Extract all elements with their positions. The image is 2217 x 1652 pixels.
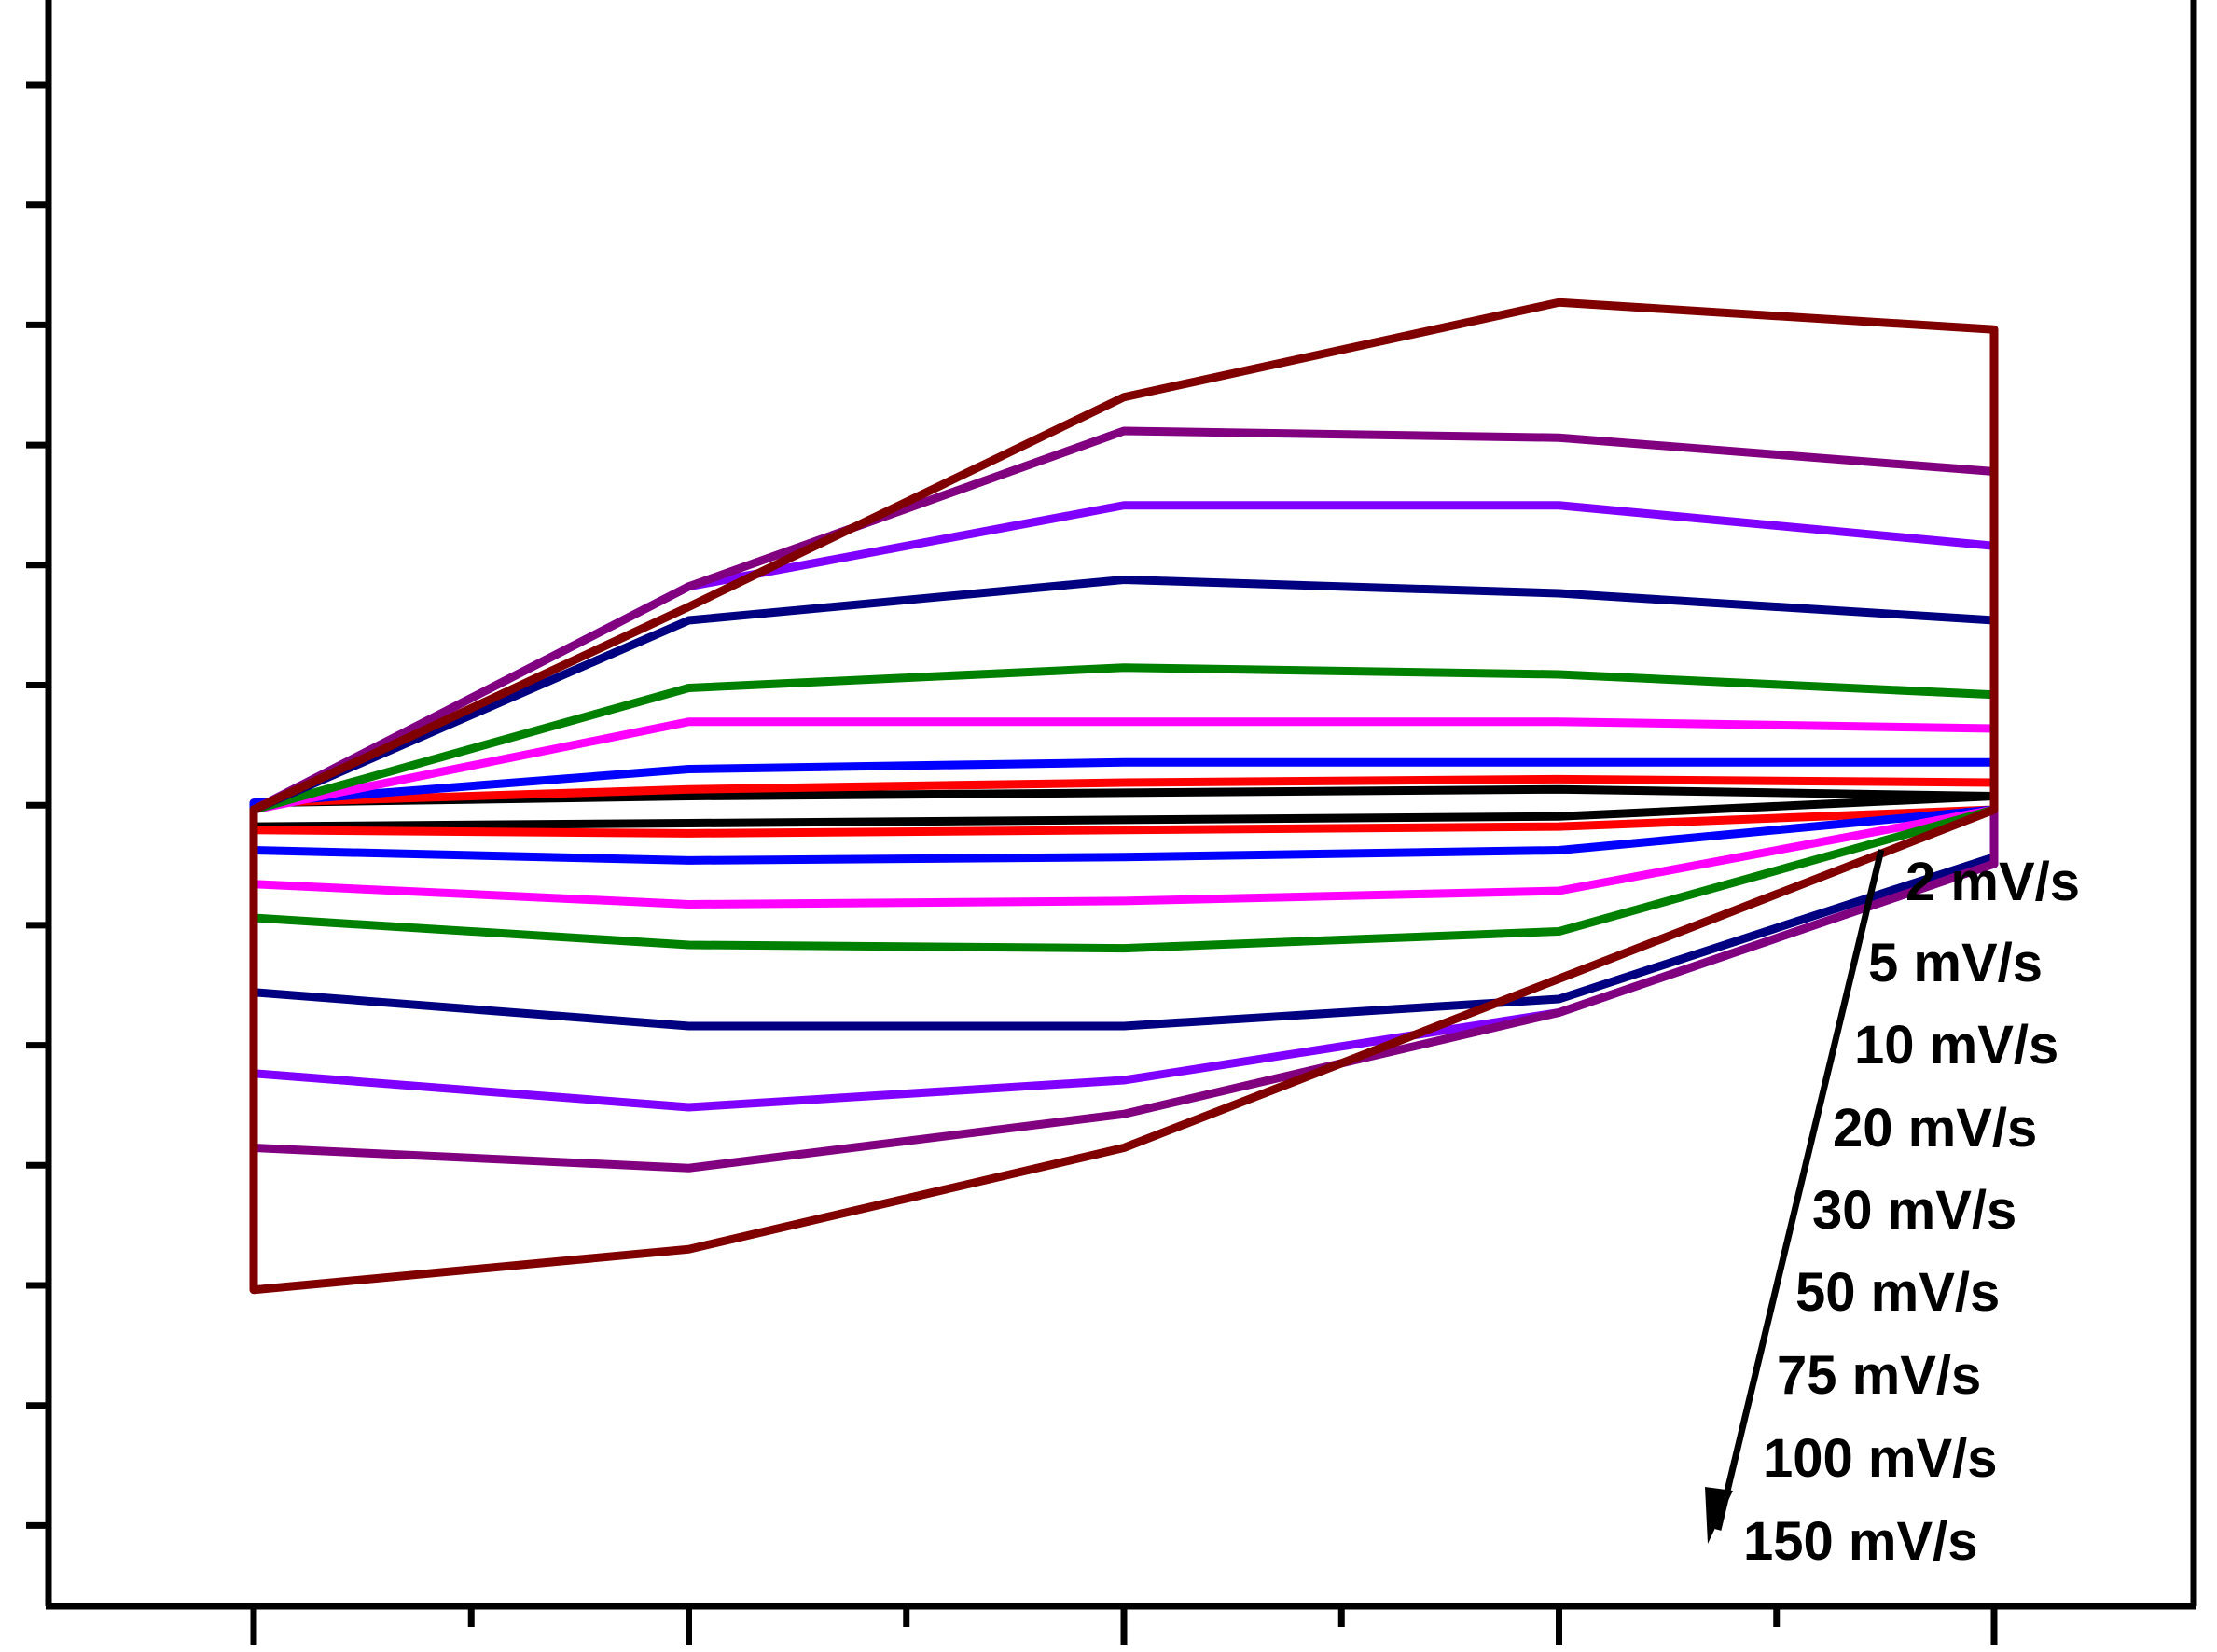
arrow-head-icon [1705, 1487, 1733, 1544]
legend-entry: 2 mV/s [1905, 852, 2080, 912]
cv-curve-150-mv-s [249, 298, 1999, 1295]
legend-entry: 5 mV/s [1868, 933, 2043, 993]
legend-entry: 75 mV/s [1777, 1345, 1981, 1406]
legend-entry: 150 mV/s [1743, 1511, 1978, 1572]
y-axis-ticks [26, 81, 48, 1529]
legend-entry: 30 mV/s [1812, 1180, 2016, 1241]
scan-rate-arrow [1714, 849, 1885, 1531]
legend-entry: 20 mV/s [1833, 1098, 2037, 1159]
legend-entry: 50 mV/s [1795, 1262, 2000, 1323]
legend-entry: 10 mV/s [1854, 1015, 2058, 1076]
scan-rate-legend: 2 mV/s 5 mV/s 10 mV/s 20 mV/s 30 mV/s 50… [1705, 849, 2080, 1572]
cv-curve-20-mv-s [249, 717, 1999, 909]
cv-curves [249, 298, 1999, 1295]
legend-entry: 100 mV/s [1763, 1428, 1998, 1489]
x-axis-ticks [250, 1606, 1998, 1645]
